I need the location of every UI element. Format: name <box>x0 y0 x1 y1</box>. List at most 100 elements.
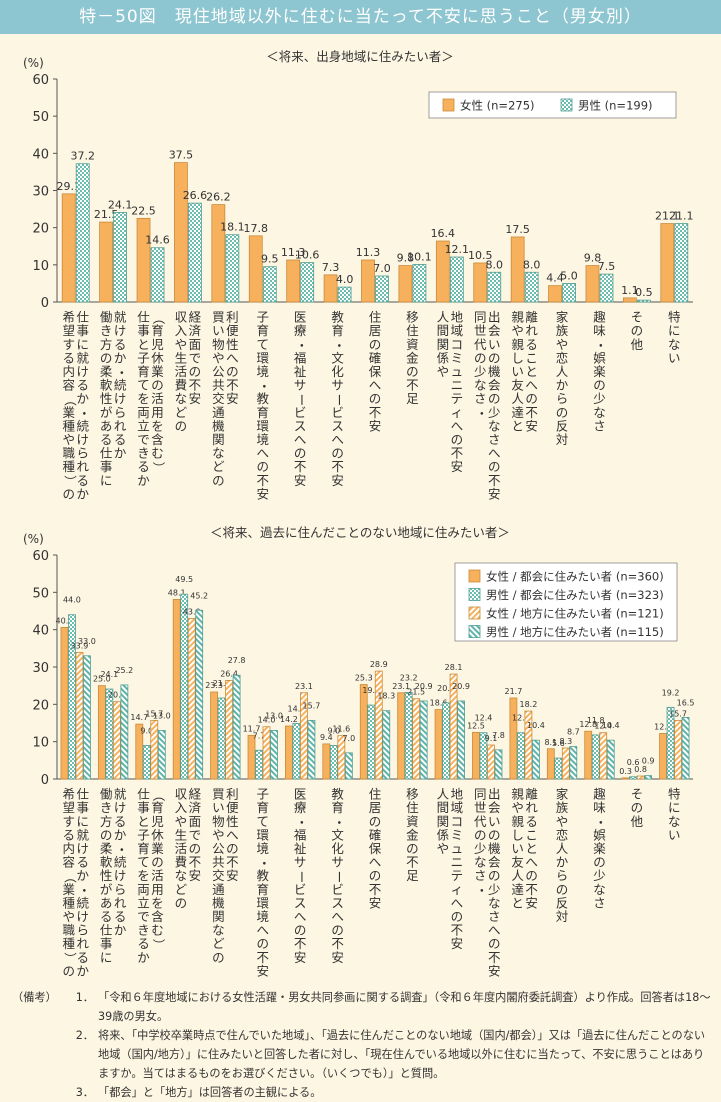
data-label: 0.8 <box>634 765 647 774</box>
svg-text:で: で <box>137 909 150 924</box>
svg-text:の: の <box>556 882 569 897</box>
svg-text:境: 境 <box>257 909 270 924</box>
legend-label: 女性 / 地方に住みたい者 (n=121) <box>486 607 664 621</box>
svg-text:の: の <box>331 446 344 461</box>
data-label: 25.0 <box>93 675 111 684</box>
svg-text:同: 同 <box>474 310 487 325</box>
svg-text:で: で <box>189 350 202 365</box>
bar <box>174 162 188 303</box>
svg-text:る: る <box>525 337 538 352</box>
data-label: 9.0 <box>140 726 153 735</box>
svg-text:の: の <box>474 827 487 842</box>
data-label: 0.3 <box>619 767 632 776</box>
svg-text:不: 不 <box>257 950 270 965</box>
bar <box>666 706 675 780</box>
svg-text:す: す <box>62 337 75 352</box>
legend-label: 男性 / 地方に住みたい者 (n=115) <box>486 625 664 639</box>
svg-text:係: 係 <box>437 350 450 365</box>
svg-text:き: き <box>100 323 113 338</box>
svg-text:の: の <box>257 936 270 951</box>
data-label: 19.8 <box>362 686 380 695</box>
data-label: 27.8 <box>228 656 246 665</box>
svg-text:ニ: ニ <box>451 855 464 870</box>
svg-text:不: 不 <box>488 950 501 965</box>
svg-text:療: 療 <box>294 800 307 815</box>
svg-text:や: や <box>212 827 225 842</box>
data-label: 9.5 <box>261 253 279 266</box>
svg-text:と: と <box>511 418 524 433</box>
svg-text:ー: ー <box>331 394 346 407</box>
svg-text:か: か <box>76 963 89 978</box>
bar <box>674 223 689 303</box>
svg-text:け: け <box>114 800 127 815</box>
y-tick-label: 60 <box>32 549 49 564</box>
svg-text:親: 親 <box>511 814 524 829</box>
svg-text:娯: 娯 <box>593 827 606 842</box>
svg-text:・: ・ <box>76 884 91 897</box>
svg-text:確: 確 <box>369 827 382 842</box>
svg-text:安: 安 <box>331 473 344 488</box>
svg-text:ス: ス <box>331 418 344 433</box>
svg-text:ィ: ィ <box>451 405 464 420</box>
bar <box>187 618 196 780</box>
svg-text:る: る <box>62 350 75 365</box>
bar <box>270 730 278 780</box>
y-tick-label: 60 <box>32 73 49 88</box>
svg-text:育: 育 <box>137 841 150 856</box>
svg-text:便: 便 <box>226 323 239 338</box>
notes-lead: （備考） <box>12 991 57 1004</box>
data-label: 28.1 <box>445 663 463 672</box>
svg-text:仕: 仕 <box>76 787 89 802</box>
svg-text:い: い <box>212 800 225 815</box>
svg-text:や: や <box>511 800 524 815</box>
note-number: 2． <box>75 1029 94 1042</box>
svg-text:業: 業 <box>62 405 75 420</box>
bar <box>323 274 338 303</box>
bar <box>487 271 502 303</box>
svg-text:育: 育 <box>257 800 270 815</box>
svg-text:仕: 仕 <box>100 923 113 938</box>
svg-text:他: 他 <box>631 337 644 352</box>
svg-text:足: 足 <box>406 391 419 406</box>
bar <box>510 236 525 303</box>
data-label: 11.8 <box>587 716 605 725</box>
data-label: 15.7 <box>145 709 163 718</box>
bar <box>150 247 165 303</box>
svg-text:か: か <box>556 855 569 870</box>
data-label: 10.4 <box>602 721 620 730</box>
svg-text:コ: コ <box>451 814 464 829</box>
svg-text:方: 方 <box>100 337 113 352</box>
svg-text:居: 居 <box>369 323 382 338</box>
svg-text:・: ・ <box>474 884 489 897</box>
svg-text:活: 活 <box>175 364 188 379</box>
bar <box>494 749 503 780</box>
data-label: 10.1 <box>407 250 432 263</box>
svg-text:な: な <box>474 378 487 393</box>
svg-text:へ: へ <box>488 446 501 461</box>
svg-text:の: の <box>369 814 382 829</box>
svg-text:育: 育 <box>257 882 270 897</box>
note-text: 「令和６年度地域における女性活躍・男女共同参画に関する調査」（令和６年度内閣府委… <box>98 991 711 1023</box>
bar <box>472 731 480 780</box>
bar <box>329 744 338 780</box>
svg-text:経: 経 <box>189 310 202 325</box>
bar <box>375 275 389 303</box>
svg-text:れ: れ <box>76 936 89 951</box>
svg-text:ー: ー <box>331 871 346 884</box>
svg-text:済: 済 <box>189 323 202 338</box>
svg-text:達: 達 <box>511 405 524 420</box>
bar <box>195 609 204 780</box>
svg-text:公: 公 <box>212 364 225 379</box>
svg-text:ら: ら <box>114 405 127 420</box>
y-tick-label: 0 <box>41 296 49 311</box>
svg-text:容: 容 <box>62 378 75 393</box>
svg-text:特: 特 <box>668 787 681 802</box>
svg-text:る: る <box>76 950 89 965</box>
svg-text:け: け <box>76 432 89 447</box>
svg-text:の: の <box>488 350 501 365</box>
